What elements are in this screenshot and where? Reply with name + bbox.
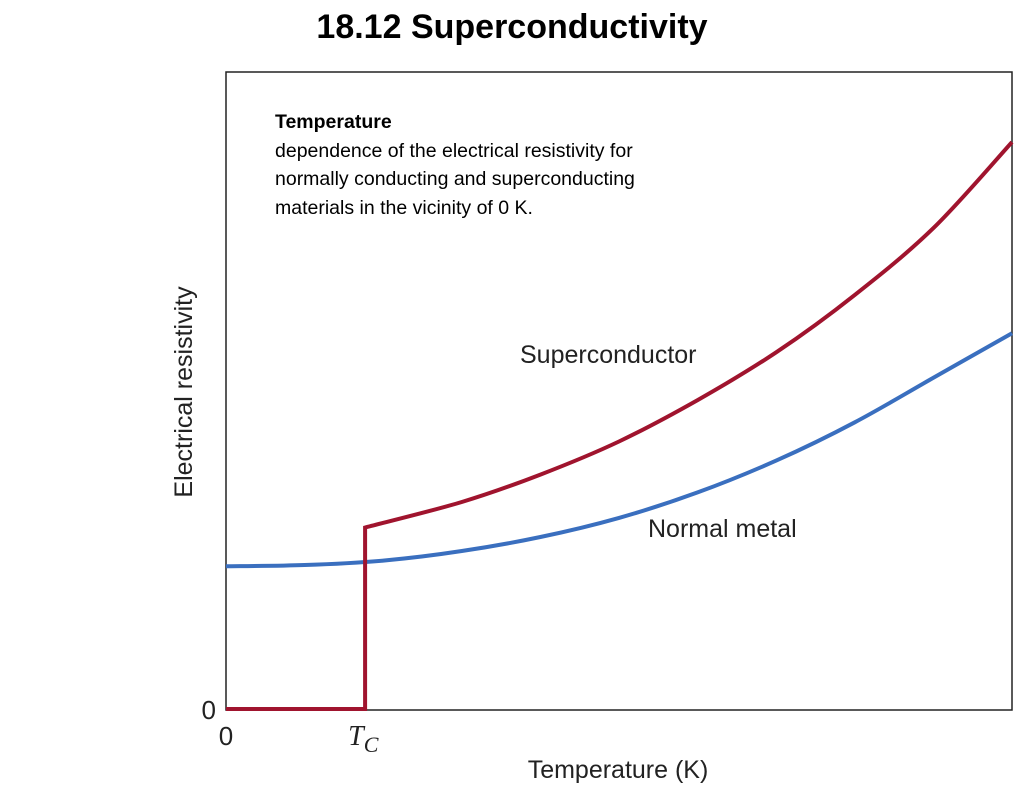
normal-metal-line [225,331,1013,569]
series-label-normal-metal: Normal metal [648,515,797,543]
plot-frame [225,71,1013,711]
figure-caption: Temperature dependence of the electrical… [275,108,695,222]
series-layer [225,140,1014,711]
caption-heading: Temperature [275,111,392,133]
tick-layer: 00 TC [202,695,379,757]
superconductor-line [226,140,1014,711]
slide-title: 18.12 Superconductivity [316,8,708,46]
x-axis-label: Temperature (K) [528,756,709,784]
x-tick-subscript: C [364,732,379,757]
caption-body: dependence of the electrical resistivity… [275,139,635,219]
y-tick-label-0: 0 [202,695,216,725]
series-label-superconductor: Superconductor [520,341,697,369]
x-tick-label-1: TC [348,721,379,757]
x-tick-label-0: 0 [219,721,233,751]
y-axis-label: Electrical resistivity [170,286,198,498]
